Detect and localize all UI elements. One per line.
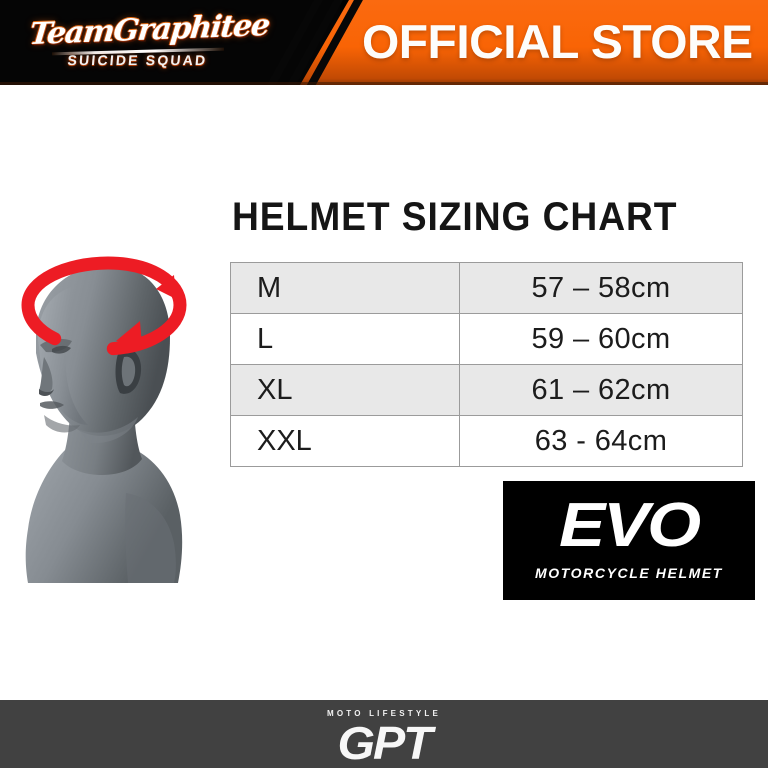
cell-range: 63 - 64cm	[459, 415, 743, 467]
cell-size: M	[230, 262, 460, 314]
table-row: M 57 – 58cm	[230, 262, 743, 314]
official-store-title: OFFICIAL STORE	[362, 15, 753, 68]
cell-size: L	[230, 313, 460, 365]
helmet-size-table: M 57 – 58cm L 59 – 60cm XL 61 – 62cm XXL…	[230, 262, 743, 467]
cell-size: XL	[230, 364, 460, 416]
gpt-wordmark: GPT	[337, 717, 433, 768]
table-row: XL 61 – 62cm	[230, 364, 743, 416]
evo-brand-badge: EVO MOTORCYCLE HELMET	[503, 481, 755, 600]
evo-tagline: MOTORCYCLE HELMET	[535, 565, 723, 581]
header-bottom-edge	[0, 82, 768, 85]
cell-size: XXL	[230, 415, 460, 467]
evo-wordmark: EVO	[559, 491, 701, 560]
cell-range: 61 – 62cm	[459, 364, 743, 416]
mannequin-head-measure-diagram	[8, 253, 213, 583]
main-content: HELMET SIZING CHART M 57 – 58cm L 59 – 6…	[0, 85, 768, 700]
cell-range: 59 – 60cm	[459, 313, 743, 365]
header-orange-panel	[300, 0, 768, 85]
table-row: XXL 63 - 64cm	[230, 415, 743, 467]
footer-bar: MOTO LIFESTYLE GPT	[0, 700, 768, 768]
store-header-banner: TeamGraphitee SUICIDE SQUAD OFFICIAL STO…	[0, 0, 768, 85]
brand-logo-main-text: TeamGraphitee	[27, 8, 271, 53]
table-body: M 57 – 58cm L 59 – 60cm XL 61 – 62cm XXL…	[230, 262, 743, 467]
footer-tagline: MOTO LIFESTYLE	[327, 709, 441, 718]
page-title: HELMET SIZING CHART	[232, 195, 678, 239]
cell-range: 57 – 58cm	[459, 262, 743, 314]
table-row: L 59 – 60cm	[230, 313, 743, 365]
brand-logo-sub-text: SUICIDE SQUAD	[66, 52, 209, 68]
brand-logo[interactable]: TeamGraphitee SUICIDE SQUAD	[28, 8, 271, 76]
